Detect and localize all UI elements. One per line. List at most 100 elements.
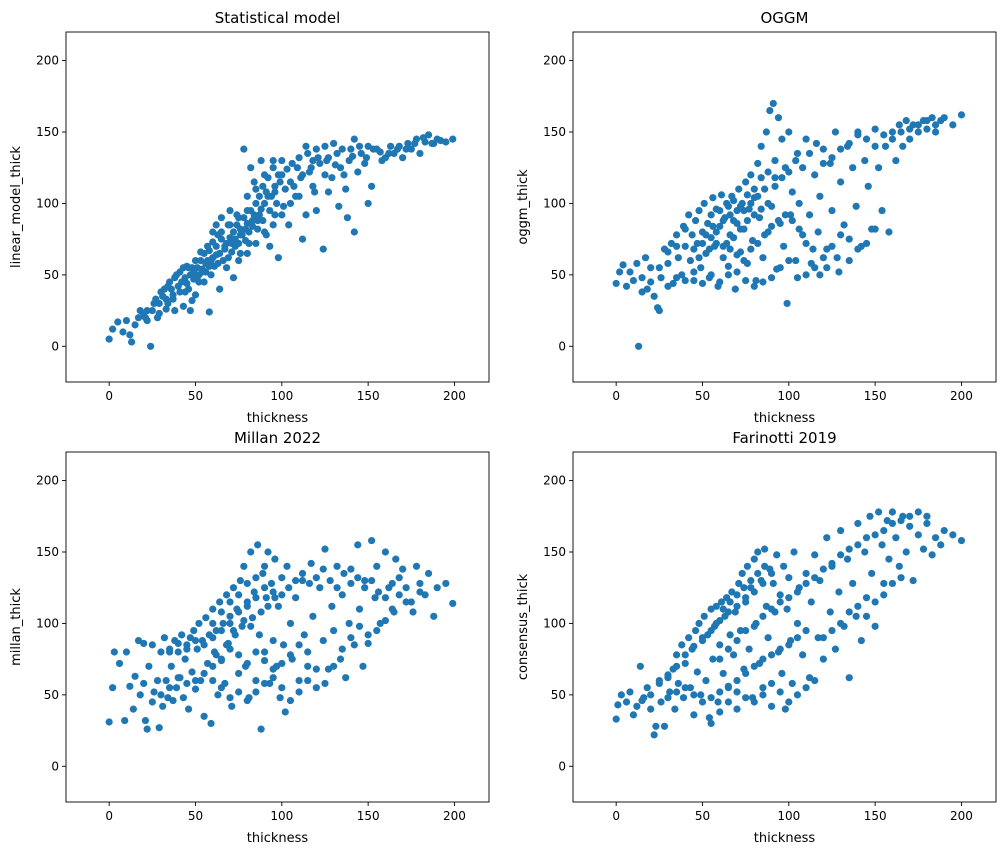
chart-2-point-154 (672, 242, 681, 250)
chart-4-point-156 (754, 569, 762, 578)
chart-4-point-6 (633, 702, 641, 710)
chart-3-point-225 (260, 679, 269, 688)
chart-2-point-135 (712, 228, 720, 236)
chart-1-point-23 (179, 302, 187, 310)
chart-1-point-70 (260, 199, 269, 208)
chart-3-point-139 (442, 579, 450, 588)
chart-3-point-125 (381, 548, 390, 556)
chart-1-point-186 (362, 154, 371, 162)
chart-2-point-3 (622, 282, 631, 290)
chart-3-point-220 (304, 676, 312, 685)
chart-4-point-97 (823, 534, 831, 542)
chart-4-point-195 (698, 698, 707, 706)
chart-2-point-38 (707, 211, 715, 219)
chart-2-point-184 (914, 121, 922, 129)
chart-1-point-104 (347, 145, 355, 153)
chart-2-point-217 (816, 271, 824, 279)
chart-3-point-14 (145, 662, 153, 670)
chart-2-point-98 (826, 159, 834, 168)
chart-2-point-113 (871, 125, 879, 133)
chart-3-xtick-label-4: 200 (443, 809, 466, 823)
chart-4-point-148 (664, 671, 672, 679)
chart-2-point-207 (664, 282, 672, 290)
chart-1-point-180 (314, 154, 322, 162)
chart-2-point-77 (774, 114, 783, 122)
chart-4-point-161 (742, 626, 750, 635)
chart-1-point-143 (252, 239, 260, 248)
chart-1-point-182 (331, 161, 339, 169)
chart-3-point-218 (321, 679, 329, 688)
chart-3-point-226 (252, 688, 260, 696)
chart-4-point-105 (845, 674, 853, 682)
chart-3-point-76 (255, 631, 263, 639)
chart-2-point-137 (726, 211, 734, 219)
chart-2-point-181 (888, 135, 897, 143)
chart-4-point-145 (690, 642, 698, 650)
chart-2-point-120 (895, 121, 903, 129)
chart-2-point-9 (641, 254, 650, 262)
chart-4-point-213 (802, 684, 810, 692)
chart-2-point-175 (837, 145, 845, 153)
chart-4-point-124 (902, 548, 910, 556)
chart-1-point-30 (191, 256, 200, 265)
chart-4-point-212 (811, 676, 819, 685)
chart-1-point-181 (323, 156, 331, 165)
chart-4-point-87 (793, 619, 802, 628)
chart-2-point-91 (805, 211, 814, 219)
chart-2-point-177 (854, 131, 862, 139)
chart-4-point-92 (807, 598, 815, 606)
chart-3-point-73 (250, 588, 258, 596)
chart-4-point-122 (895, 562, 903, 570)
chart-1-point-198 (285, 221, 293, 229)
chart-3-point-13 (143, 725, 151, 733)
chart-3-point-123 (373, 562, 381, 570)
chart-3-point-195 (260, 656, 269, 665)
chart-4-point-14 (657, 698, 665, 706)
chart-4-point-143 (767, 569, 776, 578)
chart-4-point-168 (802, 579, 810, 588)
chart-3-point-61 (229, 584, 238, 592)
chart-2-point-167 (778, 174, 786, 182)
chart-4-point-35 (702, 676, 710, 685)
chart-4-point-189 (750, 662, 758, 670)
chart-4-point-208 (871, 598, 879, 606)
chart-1-ytick-label-0: 0 (51, 339, 59, 353)
chart-4-point-108 (854, 519, 862, 528)
chart-4-point-69 (761, 545, 769, 553)
chart-2-point-64 (752, 276, 760, 285)
chart-2-point-28 (690, 276, 698, 285)
chart-1-point-239 (190, 268, 198, 276)
chart-4-point-183 (802, 626, 810, 635)
chart-3-point-78 (259, 569, 267, 578)
chart-2-point-58 (742, 178, 750, 186)
chart-2-point-148 (757, 174, 765, 182)
chart-2-point-101 (835, 268, 843, 276)
chart-2-point-209 (647, 278, 655, 286)
chart-3-point-211 (338, 645, 346, 653)
chart-2-point-129 (931, 121, 940, 129)
chart-2-point-214 (845, 235, 853, 243)
chart-4-point-159 (724, 645, 732, 653)
chart-1-point-166 (205, 308, 213, 316)
chart-3-point-105 (321, 545, 329, 553)
chart-4-xlabel: thickness (754, 831, 816, 846)
chart-1-point-32 (195, 278, 203, 286)
chart-1-point-199 (274, 254, 282, 262)
chart-4-point-125 (906, 522, 914, 530)
chart-1-point-135 (188, 296, 196, 305)
chart-3-point-8 (131, 672, 139, 680)
chart-4-point-146 (681, 651, 689, 659)
chart-2-point-227 (747, 245, 755, 253)
chart-4-point-199 (664, 694, 672, 702)
chart-1-point-52 (229, 228, 238, 236)
chart-1-point-121 (416, 149, 424, 158)
chart-2-point-1 (616, 268, 624, 276)
chart-4-point-202 (819, 634, 827, 642)
chart-2-point-161 (736, 225, 745, 233)
chart-2-point-165 (764, 199, 772, 208)
chart-3-point-208 (148, 698, 156, 706)
chart-3-point-175 (319, 565, 327, 573)
chart-1-point-173 (262, 231, 270, 239)
chart-3-ytick-label-3: 150 (36, 545, 59, 559)
chart-3-point-144 (235, 608, 243, 616)
